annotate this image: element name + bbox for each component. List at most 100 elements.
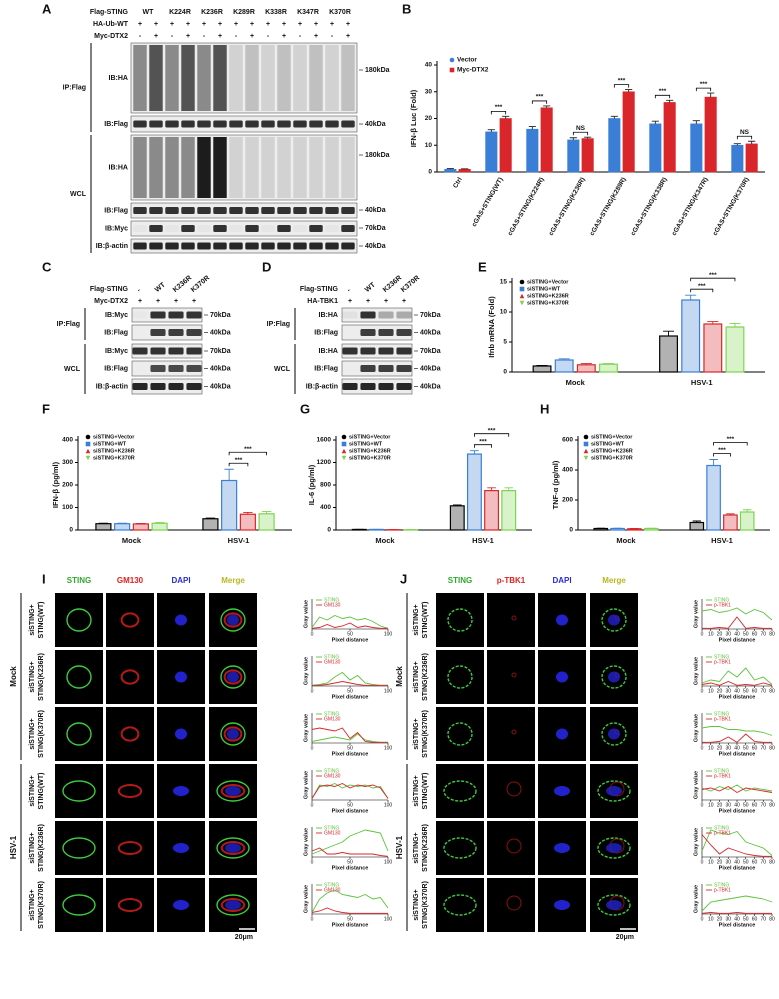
row-label: HA-TBK1 bbox=[307, 298, 338, 305]
row-label: siSTING+ bbox=[413, 775, 420, 806]
cell-signal bbox=[511, 615, 517, 621]
blot-band bbox=[277, 225, 291, 232]
micrograph bbox=[55, 593, 103, 647]
column-label: K347R bbox=[297, 9, 319, 16]
x-tick-label: 80 bbox=[769, 688, 775, 694]
x-tick-label: 70 bbox=[760, 745, 766, 751]
blot-band bbox=[261, 120, 275, 128]
bar bbox=[689, 521, 705, 531]
nucleus bbox=[608, 671, 620, 683]
x-tick-label: 20 bbox=[717, 916, 723, 922]
y-axis-label: Gray value bbox=[303, 600, 309, 628]
x-tick-label: 50 bbox=[347, 916, 353, 922]
profile-line bbox=[311, 622, 388, 629]
bar bbox=[622, 91, 635, 173]
x-tick-label: HSV-1 bbox=[691, 378, 713, 387]
cell-signal bbox=[506, 781, 522, 797]
error-bar bbox=[707, 321, 719, 324]
x-tick-label: 10 bbox=[708, 916, 714, 922]
x-tick-label: 50 bbox=[347, 745, 353, 751]
cell-signal bbox=[443, 780, 477, 802]
blot-strip bbox=[130, 134, 358, 201]
blot-band bbox=[168, 329, 184, 336]
x-tick-label: 60 bbox=[752, 745, 758, 751]
cell-signal bbox=[220, 665, 246, 689]
profile-line bbox=[311, 727, 388, 743]
blot-band bbox=[213, 207, 227, 214]
blot-band bbox=[181, 225, 195, 232]
row-label: STING(WT) bbox=[38, 773, 45, 810]
y-axis-label: Gray value bbox=[693, 714, 699, 742]
marker-label: 180kDa bbox=[365, 67, 390, 74]
blot-band bbox=[396, 329, 412, 336]
blot-band bbox=[325, 207, 339, 214]
x-tick-label: 80 bbox=[769, 802, 775, 808]
blot-strip bbox=[130, 42, 358, 114]
x-tick-label: 10 bbox=[708, 802, 714, 808]
significance-bracket bbox=[228, 451, 267, 456]
blot-band bbox=[342, 383, 358, 390]
bar bbox=[540, 107, 553, 173]
error-bar bbox=[685, 294, 697, 300]
significance-label: *** bbox=[244, 446, 252, 453]
blot-band bbox=[149, 207, 163, 214]
x-tick-label: 20 bbox=[717, 802, 723, 808]
panel-label: B bbox=[402, 1, 411, 16]
bar bbox=[501, 490, 517, 531]
marker-label: 40kDa bbox=[210, 329, 231, 336]
x-axis-label: Pixel distance bbox=[719, 865, 756, 871]
blot-band bbox=[186, 311, 202, 319]
legend-label: STING bbox=[324, 768, 339, 774]
blot-band bbox=[181, 120, 195, 128]
x-axis-label: Pixel distance bbox=[719, 637, 756, 643]
y-tick-label: 20 bbox=[425, 115, 433, 122]
x-tick-label: 50 bbox=[743, 916, 749, 922]
x-tick-label: cGAS+STING(K370R) bbox=[712, 176, 751, 237]
blot-band bbox=[150, 347, 166, 355]
blot-band bbox=[293, 207, 307, 214]
y-tick-label: 0 bbox=[69, 527, 73, 534]
sign: + bbox=[202, 21, 206, 28]
marker-label: 40kDa bbox=[210, 383, 231, 390]
error-bar bbox=[584, 136, 592, 139]
y-tick-label: 0 bbox=[503, 369, 507, 376]
micrograph bbox=[55, 878, 103, 932]
bar bbox=[725, 326, 745, 373]
x-tick-label: 60 bbox=[752, 688, 758, 694]
sign: + bbox=[186, 21, 190, 28]
blot-band bbox=[261, 225, 274, 232]
sign: - bbox=[235, 33, 238, 40]
legend-label: p-TBK1 bbox=[714, 830, 731, 836]
significance-label: *** bbox=[718, 447, 726, 454]
bar bbox=[627, 528, 642, 531]
legend-label: GM130 bbox=[324, 602, 341, 608]
significance-label: *** bbox=[700, 81, 708, 88]
bar bbox=[466, 453, 482, 531]
x-tick-label: 40 bbox=[734, 688, 740, 694]
nucleus bbox=[225, 843, 241, 853]
panel-label: C bbox=[42, 259, 52, 274]
legend-label: p-TBK1 bbox=[714, 773, 731, 779]
blot-strip bbox=[130, 202, 358, 219]
marker-label: 40kDa bbox=[365, 207, 386, 214]
blot-strip bbox=[131, 378, 203, 395]
legend-marker bbox=[341, 441, 347, 447]
legend-label: GM130 bbox=[324, 773, 341, 779]
row-label: siSTING+ bbox=[413, 832, 420, 863]
cell-signal bbox=[447, 608, 473, 632]
x-tick-label: 70 bbox=[760, 859, 766, 865]
blot-smear bbox=[165, 137, 179, 198]
cell-signal bbox=[120, 726, 140, 742]
micrograph bbox=[436, 593, 484, 647]
significance-label: *** bbox=[618, 77, 626, 84]
ib-label: IB:Myc bbox=[105, 348, 128, 355]
blot-band bbox=[197, 242, 211, 250]
blot-strip bbox=[341, 324, 413, 341]
blot-band bbox=[342, 311, 358, 319]
legend-label: siSTING+K236R bbox=[93, 448, 135, 454]
x-tick-label: 100 bbox=[384, 745, 393, 751]
error-bar bbox=[528, 126, 536, 130]
ib-label: IB:β-actin bbox=[96, 243, 128, 250]
micrograph bbox=[487, 707, 535, 761]
